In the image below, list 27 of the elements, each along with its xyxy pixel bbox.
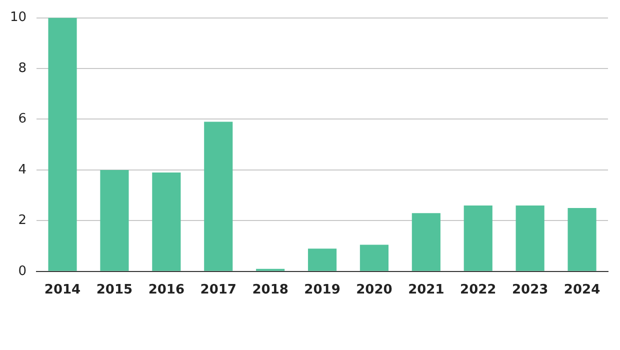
x-tick-label: 2015 — [96, 282, 133, 298]
bar — [308, 248, 337, 271]
y-tick-label: 6 — [18, 112, 27, 127]
x-tick-label: 2017 — [200, 282, 236, 298]
bar — [360, 244, 389, 271]
x-tick-label: 2019 — [304, 282, 340, 298]
y-tick-label: 0 — [18, 264, 27, 279]
y-tick-label: 2 — [18, 213, 27, 228]
y-tick-label: 10 — [10, 10, 27, 26]
x-tick-label: 2014 — [44, 282, 81, 298]
bar — [100, 170, 129, 271]
x-tick-label: 2021 — [408, 282, 444, 298]
x-tick-label: 2018 — [252, 282, 288, 298]
bar — [568, 208, 596, 271]
y-tick-label: 8 — [18, 60, 27, 76]
bar — [516, 205, 544, 271]
bar — [152, 172, 181, 271]
x-tick-label: 2024 — [564, 282, 600, 298]
bar — [48, 18, 77, 271]
x-tick-label: 2023 — [512, 282, 548, 298]
bar — [412, 213, 440, 271]
x-tick-label: 2020 — [356, 282, 392, 298]
y-tick-label: 4 — [18, 162, 27, 178]
bar — [204, 122, 233, 271]
x-tick-label: 2022 — [460, 282, 496, 298]
x-tick-label: 2016 — [148, 282, 185, 298]
bar — [464, 205, 492, 271]
